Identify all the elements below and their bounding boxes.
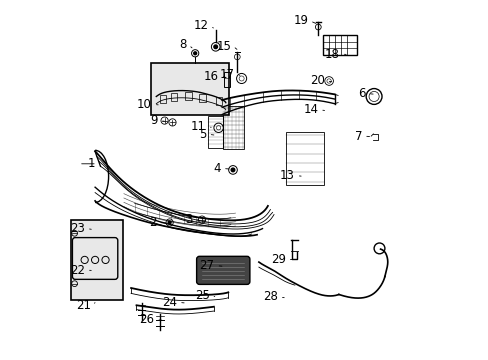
Bar: [71, 220, 123, 300]
Text: 3: 3: [184, 213, 192, 226]
Circle shape: [213, 45, 217, 49]
Text: 6: 6: [358, 87, 365, 100]
Text: 4: 4: [213, 162, 221, 175]
Text: 11: 11: [191, 120, 205, 133]
Text: 9: 9: [150, 114, 158, 127]
Text: 19: 19: [293, 14, 307, 27]
Circle shape: [231, 168, 234, 172]
Bar: [322, 35, 356, 55]
Text: 7: 7: [354, 130, 362, 143]
Text: 10: 10: [137, 98, 152, 111]
Text: 18: 18: [325, 48, 339, 60]
Text: 28: 28: [263, 291, 277, 303]
Bar: [151, 63, 229, 115]
Text: 1: 1: [87, 157, 95, 170]
Text: 16: 16: [203, 70, 219, 83]
Text: 8: 8: [179, 39, 186, 51]
Text: 14: 14: [303, 103, 318, 116]
Text: 25: 25: [194, 289, 209, 302]
Text: 24: 24: [162, 296, 177, 309]
Bar: [160, 95, 166, 103]
Bar: [223, 106, 244, 149]
Text: 27: 27: [199, 259, 214, 272]
Text: 12: 12: [193, 19, 208, 32]
Bar: [185, 92, 191, 100]
Text: 13: 13: [280, 169, 294, 182]
Text: 5: 5: [199, 128, 206, 141]
Text: 15: 15: [216, 40, 231, 53]
Text: 17: 17: [219, 68, 234, 81]
Bar: [215, 97, 222, 105]
Text: 21: 21: [76, 299, 91, 312]
Text: 26: 26: [139, 313, 154, 326]
Text: 29: 29: [270, 253, 285, 266]
Bar: [170, 93, 177, 101]
Circle shape: [168, 221, 171, 224]
Text: 22: 22: [70, 264, 85, 276]
Text: 20: 20: [309, 75, 324, 87]
Circle shape: [193, 52, 196, 55]
Bar: [285, 132, 323, 185]
FancyBboxPatch shape: [196, 256, 249, 284]
Bar: [199, 94, 205, 102]
Text: 23: 23: [70, 222, 85, 235]
Text: 2: 2: [148, 216, 156, 229]
Bar: [223, 72, 230, 87]
Bar: [207, 116, 223, 148]
